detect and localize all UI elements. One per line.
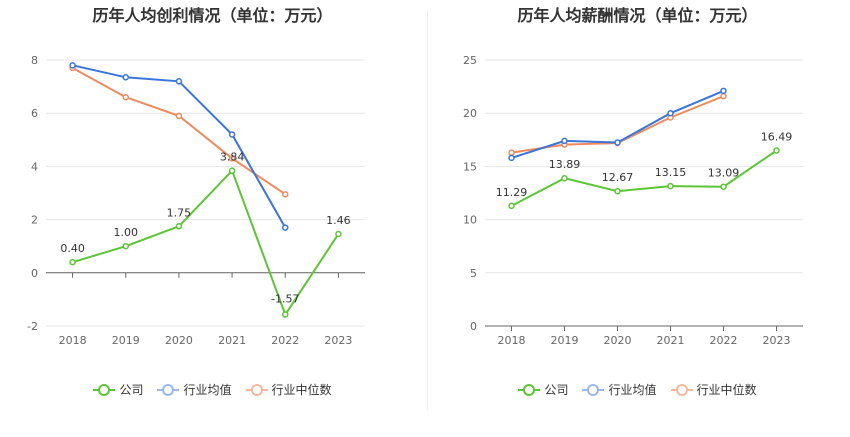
- data-point: [175, 112, 183, 120]
- series-line-company: [511, 149, 778, 207]
- series-line-industry-avg: [511, 89, 724, 159]
- data-point: [228, 131, 236, 138]
- legend-item-company[interactable]: 公司: [518, 381, 568, 398]
- data-point: [69, 258, 76, 266]
- data-point: [228, 167, 236, 174]
- chart-panel-salary: 历年人均薪酬情况（单位：万元） 0 5 10 15 20 25 2018 2019 2020 20…: [425, 0, 850, 437]
- legend-label: 行业中位数: [696, 383, 757, 397]
- data-label: 13.09: [708, 167, 740, 180]
- data-point: [335, 230, 342, 238]
- y-tick-label: 20: [463, 107, 477, 120]
- legend-item-industry-avg[interactable]: 行业均值: [157, 381, 232, 398]
- data-point: [122, 74, 129, 81]
- data-point: [122, 242, 129, 250]
- data-point: [667, 109, 674, 117]
- data-point: [720, 183, 727, 190]
- legend-item-company[interactable]: 公司: [93, 381, 143, 398]
- data-point: [175, 78, 183, 85]
- x-tick-label: 2018: [498, 334, 526, 347]
- legend-item-industry-median[interactable]: 行业中位数: [245, 381, 332, 398]
- legend: 公司 行业均值 行业中位数: [0, 381, 425, 398]
- data-point: [508, 149, 515, 156]
- data-point: [614, 187, 621, 195]
- x-tick-label: 2022: [271, 334, 299, 347]
- chart-title: 历年人均创利情况（单位：万元）: [92, 6, 333, 25]
- data-point: [667, 182, 674, 190]
- legend-item-industry-avg[interactable]: 行业均值: [582, 381, 657, 398]
- y-tick-label: 25: [463, 54, 477, 67]
- y-tick-label: -2: [27, 320, 38, 333]
- panel-divider: [427, 10, 428, 410]
- legend-marker-icon: [670, 383, 693, 396]
- y-tick-label: 0: [470, 320, 477, 333]
- x-tick-label: 2019: [112, 334, 140, 347]
- legend-marker-icon: [582, 383, 605, 396]
- data-point: [282, 191, 289, 198]
- data-point: [508, 154, 515, 162]
- data-point: [175, 223, 183, 230]
- data-label: 0.40: [60, 242, 85, 255]
- data-point: [282, 311, 289, 318]
- data-label: 11.29: [496, 186, 528, 199]
- legend-label: 行业均值: [608, 383, 657, 397]
- data-point: [614, 139, 621, 146]
- legend-label: 行业均值: [183, 383, 232, 397]
- data-point: [720, 92, 727, 100]
- x-tick-label: 2020: [165, 334, 193, 347]
- data-label: 16.49: [761, 131, 793, 144]
- x-tick-label: 2023: [324, 334, 352, 347]
- data-label: 1.75: [167, 206, 192, 219]
- profit-chart: -2 0 2 4 6 8 2018 2019 2020 2021 2022 2023 0.40 1.00 1…: [27, 54, 365, 347]
- data-label: 13.89: [549, 158, 581, 171]
- data-label: 13.15: [655, 166, 687, 179]
- salary-chart: 0 5 10 15 20 25 2018 2019 2020 2021 2022 2023 11.29 1…: [463, 54, 803, 347]
- data-point: [508, 202, 515, 210]
- data-label: 12.67: [602, 171, 634, 184]
- chart-panel-profit: 历年人均创利情况（单位：万元） -2 0 2 4 6 8 2018 2019 2020 2021 2…: [0, 6, 425, 398]
- legend-marker-icon: [518, 383, 541, 396]
- data-label: -1.57: [271, 293, 299, 306]
- legend-marker-icon: [157, 383, 180, 396]
- x-tick-label: 2023: [763, 334, 791, 347]
- legend: 公司 行业均值 行业中位数: [425, 381, 850, 398]
- y-tick-label: 0: [31, 267, 38, 280]
- legend-marker-icon: [93, 383, 116, 396]
- series-line-industry-median: [72, 67, 286, 196]
- chart-title: 历年人均薪酬情况（单位：万元）: [517, 6, 758, 25]
- y-tick-label: 2: [31, 214, 38, 227]
- data-label: 1.46: [326, 214, 351, 227]
- legend-label: 行业中位数: [271, 383, 332, 397]
- data-point: [228, 155, 236, 162]
- data-point: [122, 93, 129, 101]
- data-point: [773, 147, 780, 154]
- y-tick-label: 5: [470, 267, 477, 280]
- x-tick-label: 2018: [59, 334, 87, 347]
- y-tick-label: 15: [463, 160, 477, 173]
- data-point: [561, 137, 568, 145]
- legend-label: 公司: [119, 383, 144, 397]
- x-tick-label: 2019: [551, 334, 579, 347]
- data-label: 1.00: [114, 226, 139, 239]
- series-line-company: [72, 168, 340, 317]
- data-point: [69, 62, 76, 69]
- legend-label: 公司: [544, 383, 569, 397]
- legend-item-industry-median[interactable]: 行业中位数: [670, 381, 757, 398]
- legend-marker-icon: [245, 383, 268, 396]
- x-tick-label: 2021: [657, 334, 685, 347]
- y-tick-label: 6: [31, 107, 38, 120]
- x-tick-label: 2022: [710, 334, 738, 347]
- x-tick-label: 2020: [604, 334, 632, 347]
- series-line-industry-avg: [72, 64, 287, 229]
- data-point: [282, 224, 289, 231]
- data-point: [720, 87, 727, 95]
- y-tick-label: 4: [31, 160, 38, 173]
- data-point: [561, 174, 568, 182]
- x-tick-label: 2021: [218, 334, 246, 347]
- data-label: 3.84: [220, 151, 245, 164]
- y-tick-label: 10: [463, 214, 477, 227]
- y-tick-label: 8: [31, 54, 38, 67]
